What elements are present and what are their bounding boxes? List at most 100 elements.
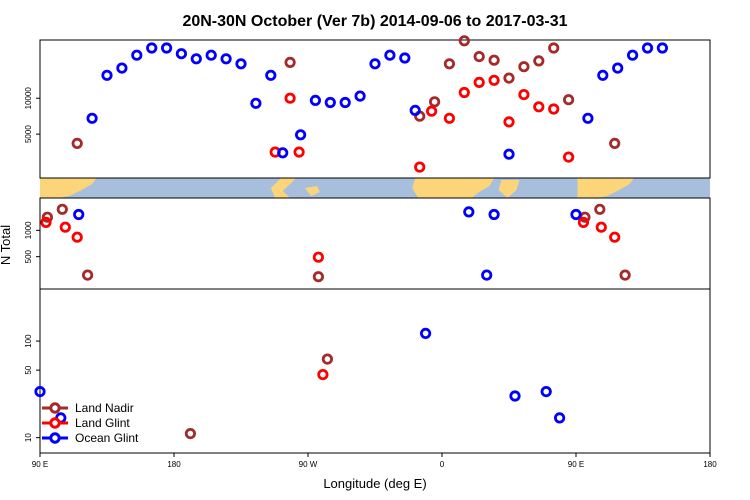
land-patch (305, 186, 320, 196)
land-nadir-point (473, 50, 485, 63)
lower-panel-frame (39, 288, 711, 454)
land-nadir-point (518, 61, 530, 73)
land-nadir-point (458, 35, 470, 47)
land-patch (577, 178, 635, 198)
land-nadir-point (533, 55, 545, 67)
land-glint-point (425, 105, 438, 117)
x-axis-label: Longitude (deg E) (323, 476, 426, 491)
land-nadir-point (488, 54, 500, 66)
ocean-glint-point (384, 49, 396, 61)
land-glint-point (284, 92, 296, 104)
ocean-glint-point (339, 96, 351, 109)
ocean-glint-point (641, 42, 654, 54)
land-nadir-point (619, 269, 631, 281)
upper-panel-frame (39, 39, 711, 179)
land-nadir-point (443, 58, 455, 70)
land-glint-point (40, 216, 52, 228)
x-tick-label: 0 (440, 460, 445, 469)
ocean-glint-point (570, 208, 582, 221)
ocean-glint-point (277, 147, 289, 159)
ocean-glint-point (597, 69, 609, 81)
land-patch (40, 178, 97, 198)
y-axis-label: N Total (0, 225, 13, 265)
ocean-glint-point (409, 104, 421, 117)
land-glint-point (59, 221, 71, 233)
land-glint-point (443, 112, 455, 124)
upper-y-tick-label: 10000 (24, 87, 33, 110)
land-nadir-point (321, 353, 333, 365)
land-nadir-point (548, 42, 560, 54)
land-nadir-point (312, 271, 324, 283)
lower-y-tick-label: 50 (24, 365, 33, 374)
land-nadir-point (56, 203, 68, 215)
land-glint-point (473, 76, 485, 89)
land-glint-point (293, 146, 305, 158)
land-glint-point (503, 116, 515, 128)
land-glint-point (562, 151, 575, 163)
ocean-glint-point (220, 53, 232, 65)
x-tick-label: 90 E (32, 460, 48, 469)
ocean-glint-point (488, 208, 500, 221)
data-points (34, 35, 669, 440)
ocean-glint-point (265, 69, 277, 81)
land-glint-point (71, 231, 83, 243)
ocean-glint-point (205, 49, 217, 61)
ocean-glint-point (540, 385, 552, 398)
land-patch (270, 178, 297, 198)
x-tick-label: 180 (703, 460, 717, 469)
legend-marker-ocean-glint (49, 432, 61, 444)
lower-y-tick-label: 100 (24, 334, 33, 348)
x-axis: 90 E 180 90 W 0 90 E 180 (32, 453, 717, 469)
ocean-glint-point (175, 48, 187, 60)
ocean-glint-point (86, 112, 98, 124)
chart-title: 20N-30N October (Ver 7b) 2014-09-06 to 2… (182, 13, 567, 30)
ocean-glint-point (161, 42, 173, 54)
ocean-glint-point (146, 42, 158, 54)
legend: Land Nadir Land Glint Ocean Glint (42, 401, 139, 445)
ocean-glint-point (419, 327, 432, 339)
land-glint-point (488, 74, 500, 86)
land-glint-point (317, 368, 329, 381)
ocean-glint-point (481, 269, 493, 281)
ocean-glint-point (309, 94, 321, 107)
lower-y-tick-label: 10 (24, 433, 33, 442)
land-patch (498, 180, 520, 198)
land-glint-point (595, 221, 607, 233)
land-nadir-point (609, 137, 621, 149)
middle-y-tick-label: 500 (24, 249, 33, 263)
land-glint-point (518, 89, 530, 101)
ocean-glint-point (612, 62, 624, 74)
ocean-glint-point (369, 58, 381, 70)
ocean-glint-point (116, 62, 128, 74)
land-nadir-point (562, 94, 575, 106)
ocean-glint-point (553, 412, 566, 424)
middle-y-tick-label: 1000 (24, 221, 33, 239)
x-tick-label: 90 E (568, 460, 584, 469)
land-glint-point (577, 216, 590, 228)
legend-label-land-nadir: Land Nadir (75, 401, 134, 415)
ocean-glint-point (101, 69, 113, 81)
ocean-glint-point (626, 49, 639, 61)
legend-label-ocean-glint: Ocean Glint (75, 431, 139, 445)
ocean-glint-point (463, 206, 475, 218)
ocean-glint-point (656, 42, 669, 54)
ocean-glint-point (582, 112, 594, 124)
x-tick-label: 90 W (299, 460, 318, 469)
ocean-glint-point (354, 90, 366, 102)
land-glint-point (548, 103, 560, 115)
land-nadir-point (41, 211, 54, 223)
world-map-band (40, 178, 710, 198)
land-patch (412, 178, 495, 198)
land-nadir-point (82, 269, 94, 281)
land-nadir-point (503, 72, 515, 84)
land-nadir-point (428, 96, 441, 108)
land-glint-point (609, 231, 621, 243)
y-axes: 5000 10000 500 1000 10 50 100 (24, 87, 40, 442)
legend-label-land-glint: Land Glint (75, 416, 130, 430)
upper-y-tick-label: 5000 (24, 125, 33, 143)
land-nadir-point (594, 203, 606, 215)
ocean-glint-point (235, 58, 247, 70)
land-nadir-point (71, 137, 83, 149)
land-nadir-point (184, 427, 196, 440)
